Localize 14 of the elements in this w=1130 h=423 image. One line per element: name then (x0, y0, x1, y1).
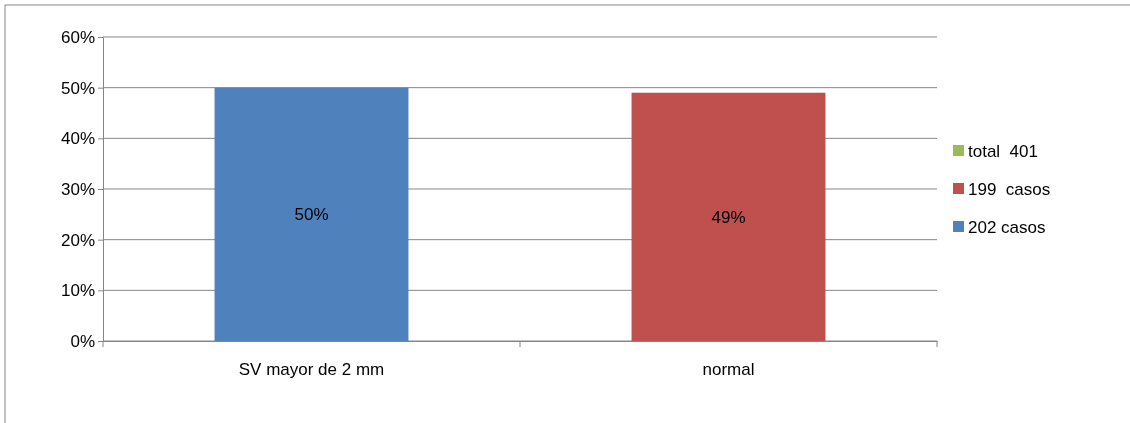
data-label: 49% (711, 207, 746, 227)
legend-label: total 401 (968, 142, 1038, 161)
y-tick-label: 10% (60, 281, 95, 301)
y-tick-label: 50% (60, 78, 95, 98)
legend-label: 199 casos (968, 180, 1051, 199)
y-tick-label: 20% (60, 230, 95, 250)
y-tick-label: 40% (60, 129, 95, 149)
legend-label: 202 casos (968, 218, 1046, 237)
data-label: 50% (294, 205, 329, 225)
x-tick-label: normal (702, 360, 755, 380)
y-tick-label: 30% (60, 179, 95, 199)
y-tick-label: 0% (70, 331, 95, 351)
x-tick-label: SV mayor de 2 mm (238, 360, 385, 380)
y-tick-label: 60% (60, 27, 95, 47)
